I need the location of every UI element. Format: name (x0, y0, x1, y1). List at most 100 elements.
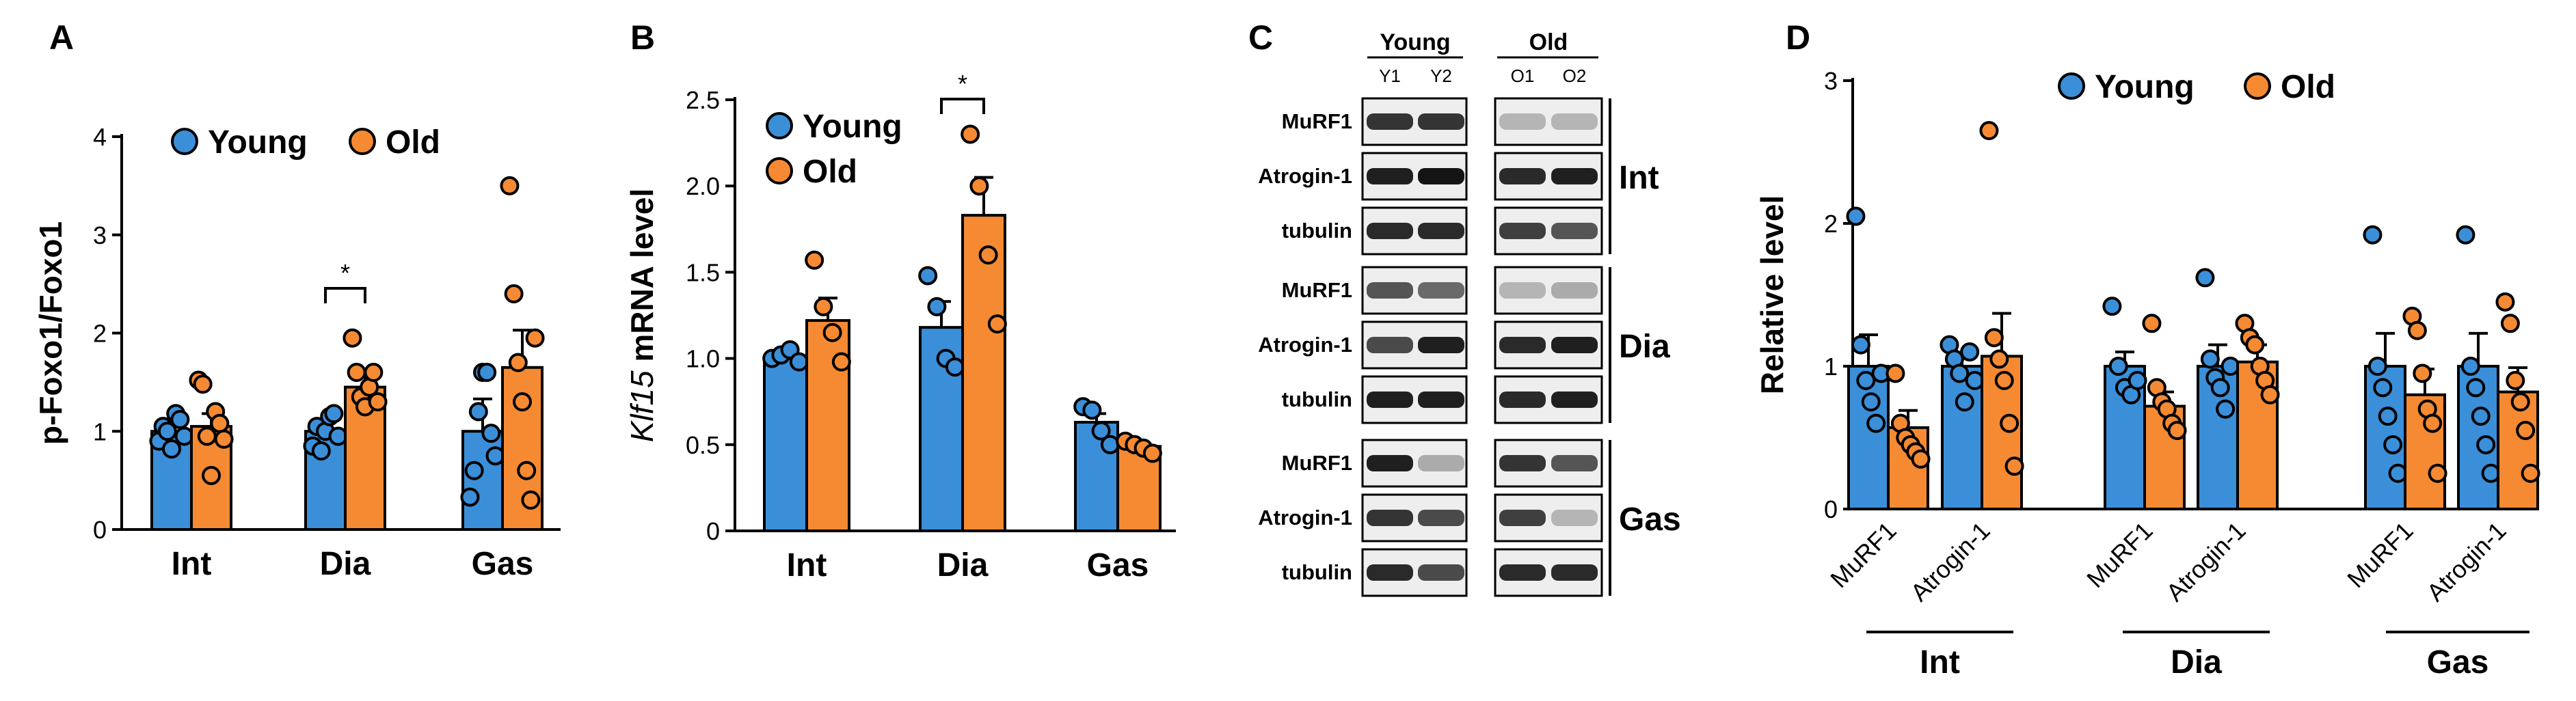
data-point-old (214, 429, 234, 449)
blot-band (1418, 113, 1464, 130)
blot-band (1367, 113, 1413, 130)
blot-band (1418, 168, 1464, 184)
panel-label-b: B (630, 18, 655, 57)
legend-label-old: Old (2281, 69, 2335, 105)
data-point-young (157, 422, 177, 441)
y-tick-label: 0 (93, 516, 107, 544)
blot-band (1418, 337, 1464, 353)
y-tick-label: 2 (1824, 210, 1838, 238)
data-point-young (1846, 206, 1866, 226)
data-point-old (2521, 463, 2540, 483)
x-category-label: MuRF1 (1825, 517, 1901, 593)
data-point-young (2221, 357, 2240, 376)
data-point-old (987, 314, 1007, 334)
data-point-young (927, 297, 947, 316)
protein-label: tubulin (1282, 387, 1352, 411)
data-point-young (2460, 357, 2480, 376)
data-point-old (2510, 392, 2530, 412)
blot-band (1367, 564, 1413, 581)
blot-band (1418, 391, 1464, 408)
data-point-young (2481, 463, 2501, 483)
blot-band (1551, 391, 1598, 408)
data-point-old (2260, 385, 2280, 404)
blot-band (1367, 168, 1413, 184)
data-point-old (2500, 314, 2520, 333)
data-point-old (1886, 363, 1905, 383)
legend-marker-young (2058, 72, 2085, 100)
data-point-old (1979, 121, 1999, 141)
data-point-old (2245, 335, 2265, 355)
data-point-old (831, 352, 851, 372)
data-point-old (978, 245, 998, 265)
data-point-old (1911, 449, 1931, 469)
blot-band (1499, 337, 1546, 353)
panel-label-d: D (1786, 18, 1810, 57)
data-point-old (368, 392, 388, 412)
data-point-young (2456, 225, 2476, 245)
blot-band (1367, 282, 1413, 299)
data-point-old (517, 461, 537, 480)
blot-band (1418, 282, 1464, 299)
data-point-young (1950, 363, 1970, 383)
blot-band (1551, 510, 1598, 526)
x-category-label: Atrogin-1 (1905, 517, 1995, 607)
data-point-young (485, 446, 505, 466)
data-point-old (1994, 370, 2014, 390)
blot-band (1499, 113, 1546, 130)
legend-marker-old (349, 128, 376, 155)
group-label: Int (1920, 644, 1960, 681)
legend-label-young: Young (803, 109, 902, 145)
data-point-young (324, 404, 344, 424)
data-point-old (1989, 349, 2009, 369)
data-point-young (468, 402, 488, 422)
y-tick-label: 3 (1824, 67, 1838, 95)
bar-old (805, 319, 850, 532)
panel-label-c: C (1248, 18, 1273, 57)
data-point-old (202, 465, 221, 485)
data-point-young (170, 410, 190, 429)
protein-label: tubulin (1282, 560, 1352, 584)
panel-label-a: A (49, 18, 74, 57)
x-category-label: Int (172, 546, 212, 582)
data-point-old (2516, 421, 2536, 441)
data-point-old (969, 176, 989, 196)
data-point-young (174, 426, 194, 446)
y-tick-label: 4 (93, 123, 107, 151)
group-label: Dia (2171, 644, 2222, 681)
y-axis-label: p-Foxo1/Foxo1 (33, 221, 68, 445)
data-point-young (2102, 297, 2122, 316)
legend-marker-old (766, 157, 793, 184)
y-tick-label: 1.5 (686, 258, 720, 286)
blot-band (1418, 455, 1464, 471)
y-axis-label: Relative level (1754, 195, 1790, 395)
group-label: Gas (2427, 644, 2489, 681)
blot-band (1418, 510, 1464, 526)
legend-label-young: Young (2095, 69, 2195, 105)
data-point-young (1960, 342, 1980, 362)
data-point-young (328, 426, 348, 446)
data-point-young (2108, 357, 2128, 376)
data-point-old (500, 176, 520, 195)
blot-band (1367, 391, 1413, 408)
data-point-young (2128, 370, 2147, 390)
data-point-old (2407, 320, 2427, 340)
tissue-label: Dia (1619, 329, 1670, 365)
x-category-label: Int (787, 547, 827, 583)
y-axis-label-italic: Klf15 (624, 370, 660, 442)
chart-b: 0 0.5 1.0 1.5 2.0 2.5 Klf15 mRNA level Int Dia Ga… (624, 70, 1176, 583)
blot-band (1499, 391, 1546, 408)
protein-label: Atrogin-1 (1258, 164, 1352, 188)
data-point-young (2466, 378, 2486, 398)
legend-marker-young (171, 128, 198, 155)
data-point-old (210, 413, 230, 433)
data-point-old (1142, 443, 1162, 463)
data-point-old (2000, 413, 2020, 433)
data-point-young (2388, 463, 2408, 483)
blot-band (1551, 168, 1598, 184)
blot-band (1418, 564, 1464, 581)
blot-band (1551, 337, 1598, 353)
data-point-young (2378, 407, 2398, 426)
blot-header-old: Old (1529, 29, 1568, 55)
data-point-young (162, 439, 181, 459)
data-point-young (789, 352, 809, 372)
